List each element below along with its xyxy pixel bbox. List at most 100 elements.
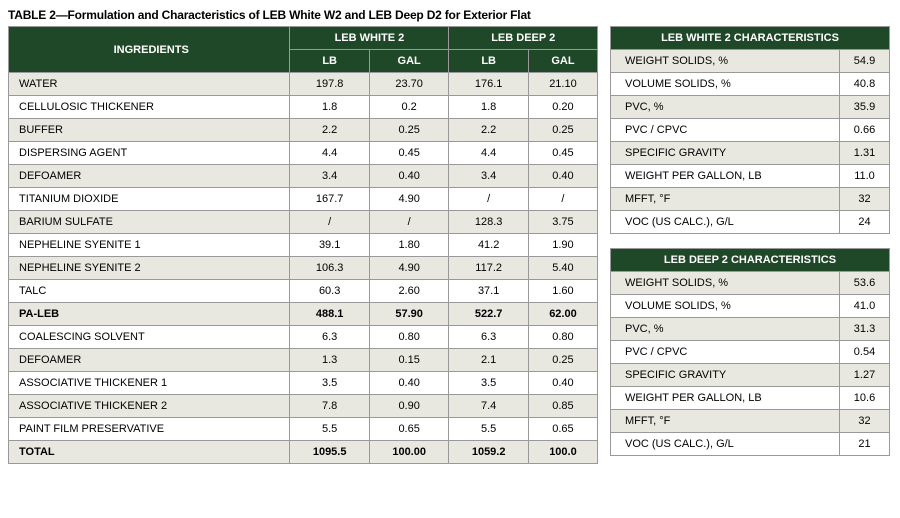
white-lb: 1.3 <box>290 349 370 372</box>
white-char-title: LEB WHITE 2 CHARACTERISTICS <box>611 27 890 50</box>
white-lb: 167.7 <box>290 188 370 211</box>
table-row: ASSOCIATIVE THICKENER 27.80.907.40.85 <box>9 395 598 418</box>
deep-gal: 0.40 <box>528 165 597 188</box>
deep-char-title: LEB DEEP 2 CHARACTERISTICS <box>611 249 890 272</box>
deep-lb: 6.3 <box>449 326 529 349</box>
ingredient-name: PAINT FILM PRESERVATIVE <box>9 418 290 441</box>
ingredient-name: BUFFER <box>9 119 290 142</box>
char-key: WEIGHT PER GALLON, LB <box>611 387 840 410</box>
char-value: 0.66 <box>840 119 890 142</box>
white-gal: 4.90 <box>369 257 449 280</box>
char-value: 11.0 <box>840 165 890 188</box>
deep-gal: 21.10 <box>528 73 597 96</box>
table-row: VOC (US CALC.), G/L21 <box>611 433 890 456</box>
char-value: 40.8 <box>840 73 890 96</box>
white-gal: 100.00 <box>369 441 449 464</box>
char-value: 35.9 <box>840 96 890 119</box>
deep-gal: 0.20 <box>528 96 597 119</box>
char-value: 32 <box>840 188 890 211</box>
white-lb: 60.3 <box>290 280 370 303</box>
table-row: CELLULOSIC THICKENER1.80.21.80.20 <box>9 96 598 119</box>
char-key: PVC / CPVC <box>611 119 840 142</box>
deep-lb: 522.7 <box>449 303 529 326</box>
white-lb: / <box>290 211 370 234</box>
char-value: 54.9 <box>840 50 890 73</box>
ingredient-name: CELLULOSIC THICKENER <box>9 96 290 119</box>
white-lb: 1095.5 <box>290 441 370 464</box>
header-deep-lb: LB <box>449 50 529 73</box>
ingredient-name: ASSOCIATIVE THICKENER 2 <box>9 395 290 418</box>
deep-lb: 7.4 <box>449 395 529 418</box>
table-row: TOTAL1095.5100.001059.2100.0 <box>9 441 598 464</box>
deep-lb: 1.8 <box>449 96 529 119</box>
deep-lb: 3.4 <box>449 165 529 188</box>
white-gal: 0.65 <box>369 418 449 441</box>
ingredient-name: NEPHELINE SYENITE 2 <box>9 257 290 280</box>
white-lb: 1.8 <box>290 96 370 119</box>
deep-lb: 37.1 <box>449 280 529 303</box>
table-row: PVC, %31.3 <box>611 318 890 341</box>
char-value: 21 <box>840 433 890 456</box>
char-value: 41.0 <box>840 295 890 318</box>
white-gal: 0.45 <box>369 142 449 165</box>
white-gal: 23.70 <box>369 73 449 96</box>
ingredient-name: COALESCING SOLVENT <box>9 326 290 349</box>
white-lb: 4.4 <box>290 142 370 165</box>
char-value: 0.54 <box>840 341 890 364</box>
white-lb: 2.2 <box>290 119 370 142</box>
char-key: MFFT, °F <box>611 188 840 211</box>
char-value: 10.6 <box>840 387 890 410</box>
ingredient-name: NEPHELINE SYENITE 1 <box>9 234 290 257</box>
table-row: PA-LEB488.157.90522.762.00 <box>9 303 598 326</box>
table-row: SPECIFIC GRAVITY1.31 <box>611 142 890 165</box>
white-lb: 5.5 <box>290 418 370 441</box>
deep-lb: 41.2 <box>449 234 529 257</box>
deep-gal: 3.75 <box>528 211 597 234</box>
ingredient-name: DEFOAMER <box>9 165 290 188</box>
white-gal: 0.80 <box>369 326 449 349</box>
char-key: PVC, % <box>611 96 840 119</box>
char-key: VOLUME SOLIDS, % <box>611 73 840 96</box>
deep-gal: 0.80 <box>528 326 597 349</box>
white-lb: 39.1 <box>290 234 370 257</box>
table-row: WEIGHT SOLIDS, %54.9 <box>611 50 890 73</box>
deep-gal: 0.40 <box>528 372 597 395</box>
ingredient-name: ASSOCIATIVE THICKENER 1 <box>9 372 290 395</box>
white-characteristics-table: LEB WHITE 2 CHARACTERISTICS WEIGHT SOLID… <box>610 26 890 234</box>
deep-gal: / <box>528 188 597 211</box>
deep-gal: 0.25 <box>528 119 597 142</box>
deep-lb: 117.2 <box>449 257 529 280</box>
ingredient-name: PA-LEB <box>9 303 290 326</box>
table-row: WEIGHT SOLIDS, %53.6 <box>611 272 890 295</box>
table-row: DEFOAMER3.40.403.40.40 <box>9 165 598 188</box>
ingredient-name: BARIUM SULFATE <box>9 211 290 234</box>
table-row: BUFFER2.20.252.20.25 <box>9 119 598 142</box>
white-gal: 0.25 <box>369 119 449 142</box>
ingredient-name: DISPERSING AGENT <box>9 142 290 165</box>
char-value: 24 <box>840 211 890 234</box>
char-value: 32 <box>840 410 890 433</box>
deep-lb: 128.3 <box>449 211 529 234</box>
deep-gal: 1.60 <box>528 280 597 303</box>
table-row: PAINT FILM PRESERVATIVE5.50.655.50.65 <box>9 418 598 441</box>
deep-gal: 0.45 <box>528 142 597 165</box>
char-key: WEIGHT SOLIDS, % <box>611 50 840 73</box>
deep-lb: / <box>449 188 529 211</box>
deep-lb: 176.1 <box>449 73 529 96</box>
deep-gal: 62.00 <box>528 303 597 326</box>
char-value: 1.31 <box>840 142 890 165</box>
table-row: BARIUM SULFATE//128.33.75 <box>9 211 598 234</box>
deep-gal: 1.90 <box>528 234 597 257</box>
white-lb: 197.8 <box>290 73 370 96</box>
char-key: VOLUME SOLIDS, % <box>611 295 840 318</box>
table-row: DISPERSING AGENT4.40.454.40.45 <box>9 142 598 165</box>
table-row: TITANIUM DIOXIDE167.74.90// <box>9 188 598 211</box>
header-deep-gal: GAL <box>528 50 597 73</box>
deep-lb: 1059.2 <box>449 441 529 464</box>
deep-lb: 4.4 <box>449 142 529 165</box>
white-lb: 6.3 <box>290 326 370 349</box>
table-row: MFFT, °F32 <box>611 410 890 433</box>
char-key: SPECIFIC GRAVITY <box>611 364 840 387</box>
deep-lb: 2.1 <box>449 349 529 372</box>
header-white: LEB WHITE 2 <box>290 27 449 50</box>
